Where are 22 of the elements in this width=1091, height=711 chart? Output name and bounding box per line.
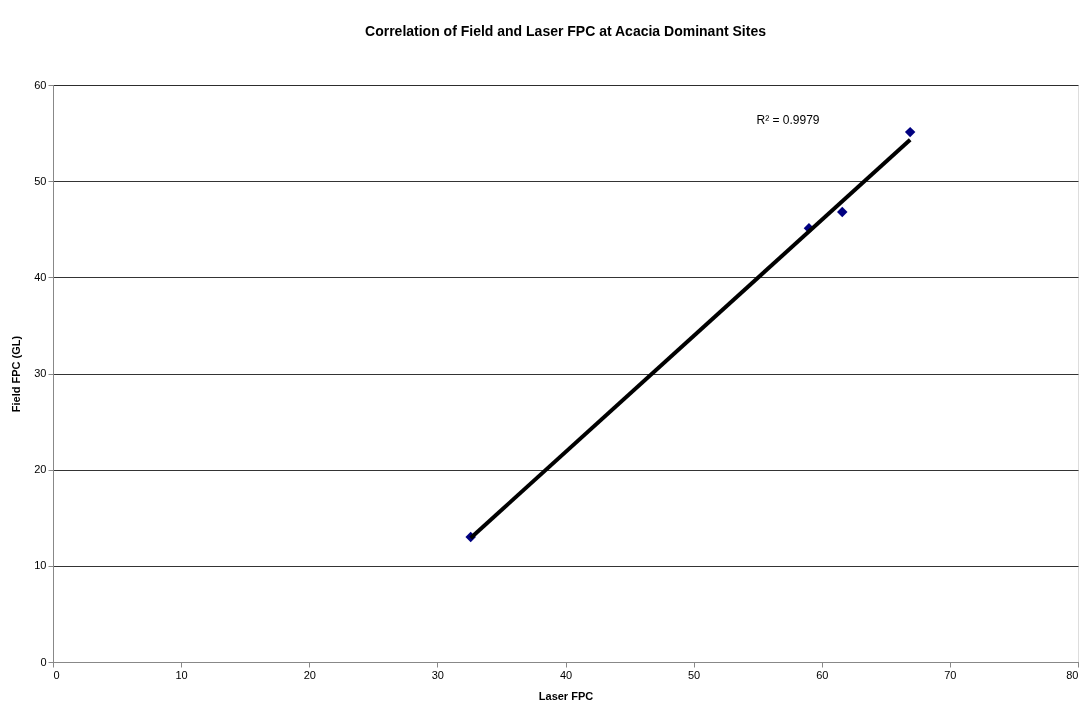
point <box>837 206 848 218</box>
annotation: R² = 0.9979 <box>756 113 820 127</box>
x-tick-label: 40 <box>559 668 573 681</box>
point <box>904 126 916 138</box>
x-tick-label: 10 <box>175 668 188 681</box>
y-axis-title: Field FPC (GL) <box>10 335 23 413</box>
y-tick-label: 10 <box>34 559 47 572</box>
x-tick-label: 70 <box>944 668 957 681</box>
y-tick-label: 40 <box>34 270 47 283</box>
x-axis-title: Laser FPC <box>538 689 594 702</box>
x-tick-label: 80 <box>1066 668 1079 681</box>
chart-title: Correlation of Field and Laser FPC at Acacia Dominant Sites <box>365 23 767 39</box>
x-tick-label: 60 <box>816 668 829 681</box>
y-tick-label: 0 <box>40 655 47 668</box>
x-tick-label: 20 <box>303 668 316 681</box>
y-tick-label: 20 <box>34 463 47 476</box>
y-tick-label: 60 <box>34 78 47 91</box>
x-tick-label: 0 <box>53 668 60 681</box>
x-tick-label: 30 <box>431 668 444 681</box>
y-tick-label: 30 <box>34 367 47 379</box>
y-tick-label: 50 <box>34 174 47 187</box>
x-tick-label: 50 <box>688 668 701 681</box>
